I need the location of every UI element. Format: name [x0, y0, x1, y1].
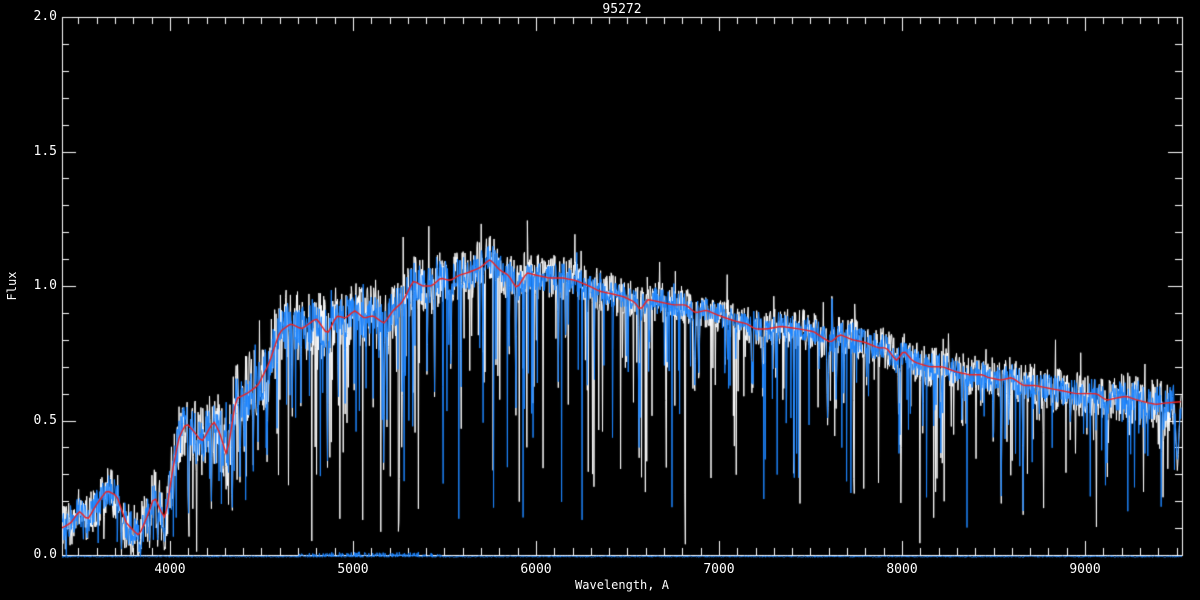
y-tick-label: 1.0 [33, 278, 57, 293]
y-tick-label: 1.5 [33, 143, 57, 159]
x-tick-label: 6000 [520, 562, 552, 577]
y-tick-label: 0.5 [33, 412, 57, 428]
x-tick-label: 8000 [886, 562, 918, 577]
y-tick-label: 0.0 [33, 547, 57, 562]
y-tick-label: 2.0 [33, 9, 57, 24]
x-tick-label: 4000 [154, 562, 186, 577]
x-tick-label: 5000 [337, 562, 369, 577]
x-tick-label: 9000 [1069, 562, 1101, 577]
x-tick-label: 7000 [703, 562, 735, 577]
plot-title: 95272 [602, 2, 642, 17]
x-axis-label: Wavelength, A [575, 578, 669, 592]
